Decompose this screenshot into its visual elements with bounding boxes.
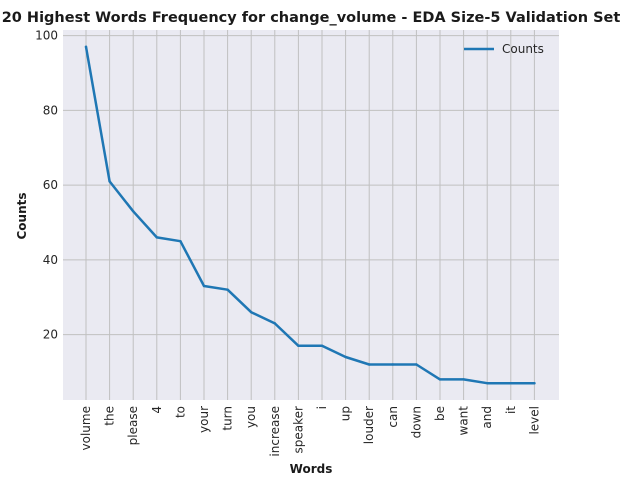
- data-point: [297, 344, 300, 348]
- data-point: [179, 239, 182, 243]
- y-tick-label: 40: [43, 253, 58, 267]
- series-line: [84, 45, 536, 385]
- data-point: [273, 322, 276, 325]
- plot-area: [63, 30, 559, 400]
- y-axis-label: Counts: [15, 192, 29, 239]
- data-point: [438, 378, 442, 381]
- y-tick-label: 20: [43, 328, 58, 342]
- grid-lines: [63, 30, 559, 400]
- x-tick-label: it: [504, 406, 518, 414]
- chart-title: 20 Highest Words Frequency for change_vo…: [2, 10, 621, 26]
- data-point: [155, 236, 158, 239]
- data-point: [415, 363, 418, 366]
- y-tick-label: 100: [35, 29, 58, 43]
- data-point: [509, 381, 512, 385]
- data-point: [320, 344, 324, 348]
- data-point: [391, 363, 394, 366]
- x-tick-label: your: [197, 406, 211, 433]
- x-tick-label: i: [315, 406, 329, 409]
- data-point: [250, 310, 253, 314]
- x-tick-label: can: [386, 406, 400, 428]
- x-tick-label: and: [480, 406, 494, 429]
- y-tick-label: 60: [43, 178, 58, 192]
- x-axis-label: Words: [290, 462, 333, 476]
- x-tick-label: the: [103, 406, 117, 426]
- data-point: [368, 363, 371, 366]
- data-point: [486, 381, 489, 385]
- x-tick-label: louder: [362, 406, 376, 444]
- x-tick-label: be: [433, 406, 447, 421]
- data-point: [132, 210, 135, 213]
- data-point: [533, 381, 536, 385]
- legend: Counts: [464, 42, 544, 56]
- x-tick-label: level: [527, 406, 541, 435]
- data-point: [108, 180, 111, 183]
- legend-label: Counts: [502, 42, 544, 56]
- data-point: [344, 355, 347, 359]
- x-tick-label: 4: [150, 406, 164, 414]
- x-tick-label: please: [126, 406, 140, 445]
- data-point: [226, 288, 229, 291]
- x-tick-label: down: [409, 406, 423, 438]
- data-point: [202, 284, 206, 288]
- y-axis-ticks: 20 40 60 80 100: [35, 29, 58, 342]
- data-point: [462, 378, 465, 381]
- x-axis-ticks: volume the please 4 to your turn you increase spe…: [79, 406, 541, 457]
- y-tick-label: 80: [43, 103, 58, 117]
- x-tick-label: increase: [268, 406, 282, 457]
- x-tick-label: turn: [221, 406, 235, 431]
- x-tick-label: speaker: [291, 406, 305, 454]
- x-tick-label: want: [457, 406, 471, 436]
- x-tick-label: to: [173, 406, 187, 418]
- data-point: [84, 45, 88, 49]
- series-group: [84, 45, 536, 385]
- x-tick-label: you: [244, 406, 258, 428]
- x-tick-label: up: [339, 406, 353, 421]
- x-tick-label: volume: [79, 406, 93, 450]
